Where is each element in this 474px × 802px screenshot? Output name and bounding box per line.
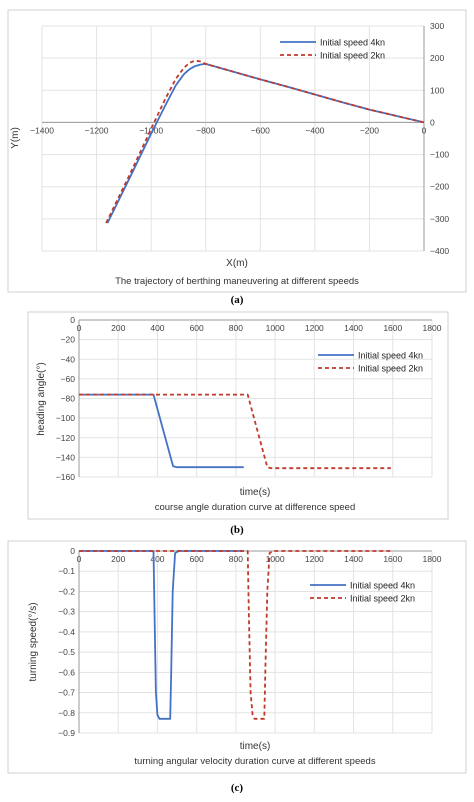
chart-c-x-tick-label: 0 [77, 554, 82, 564]
chart-a: −1400 −1200 −1000 −800 −600 −400 −200 0−400−300… [7, 9, 467, 293]
chart-b-y-tick-label: 0 [70, 315, 75, 325]
chart-b-legend-label-2: Initial speed 2kn [358, 364, 423, 374]
chart-c-x-tick-label: 1200 [305, 554, 324, 564]
chart-a-x-tick-label: −1000 [139, 125, 163, 135]
chart-b-x-tick-label: 1600 [383, 323, 402, 333]
chart-c-x-tick-label: 1800 [423, 554, 442, 564]
chart-c-x-axis-title: time(s) [240, 741, 271, 752]
chart-b-y-tick-label: −140 [56, 452, 75, 462]
chart-c-y-tick-label: −0.9 [58, 728, 75, 738]
chart-a-series-line-2 [105, 59, 425, 224]
chart-b-x-tick-label: 400 [150, 323, 164, 333]
chart-c-x-tick-label: 1400 [344, 554, 363, 564]
chart-c-caption: turning angular velocity duration curve … [134, 756, 375, 767]
chart-b-series-line-2 [79, 393, 391, 470]
chart-c: 0 200 400 600 800 1000 1200 1400 1600 1800 −0.9 −0.… [7, 540, 467, 774]
chart-c-y-tick-label: −0.1 [58, 566, 75, 576]
chart-b-x-tick-label: 1800 [423, 323, 442, 333]
chart-a-frame [7, 9, 467, 293]
chart-b-x-tick-label: 1200 [305, 323, 324, 333]
chart-b-x-tick-label: 1000 [266, 323, 285, 333]
chart-a-x-tick-label: 0 [422, 125, 427, 135]
chart-a-x-tick-label: −200 [360, 125, 379, 135]
chart-b-y-tick-label: −80 [61, 394, 76, 404]
chart-b-frame [27, 311, 449, 520]
panel-a: −1400 −1200 −1000 −800 −600 −400 −200 0 −400 −300… [0, 8, 474, 308]
chart-a-y-tick-label: 200 [430, 53, 444, 63]
chart-a-y-tick-label: 0 [430, 117, 435, 127]
chart-a-x-tick-label: −600 [251, 125, 270, 135]
chart-a-y-tick-label: −100 [430, 150, 449, 160]
chart-a-x-axis-title: X(m) [226, 258, 248, 269]
chart-a-legend-label-1: Initial speed 4kn [320, 38, 385, 48]
panel-b: 0 200 400 600 800 1000 1200 1400 1600 1800 −160 −14… [0, 311, 474, 537]
chart-c-x-tick-label: 800 [229, 554, 243, 564]
chart-a-x-tick-label: −400 [305, 125, 324, 135]
chart-b-x-tick-label: 800 [229, 323, 243, 333]
chart-a-y-tick-label: −400 [430, 246, 449, 256]
chart-c-y-tick-label: 0 [70, 546, 75, 556]
chart-a-y-tick-label: 300 [430, 21, 444, 31]
chart-c-frame [7, 540, 467, 774]
chart-a-legend-label-2: Initial speed 2kn [320, 51, 385, 61]
chart-c-x-tick-label: 1600 [383, 554, 402, 564]
chart-a-y-tick-label: −300 [430, 214, 449, 224]
chart-c-y-tick-label: −0.4 [58, 627, 75, 637]
chart-c-x-tick-label: 400 [150, 554, 164, 564]
chart-a-caption: The trajectory of berthing maneuvering a… [115, 276, 359, 287]
chart-c-x-tick-label: 1000 [266, 554, 285, 564]
chart-b-y-tick-label: −20 [61, 335, 76, 345]
chart-b-x-axis-title: time(s) [240, 487, 271, 498]
panel-c: 0 200 400 600 800 1000 1200 1400 1600 1800 −0.9 −0.… [0, 540, 474, 798]
chart-c-legend-label-1: Initial speed 4kn [350, 581, 415, 591]
panel-b-label: (b) [230, 524, 244, 536]
chart-c-y-axis-title: turning speed(°/s) [28, 602, 39, 681]
chart-c-x-tick-label: 200 [111, 554, 125, 564]
chart-a-x-tick-label: −1400 [30, 125, 54, 135]
chart-c-x-tick-label: 600 [190, 554, 204, 564]
chart-b-y-tick-label: −160 [56, 472, 75, 482]
chart-c-y-tick-label: −0.7 [58, 688, 75, 698]
chart-c-y-tick-label: −0.8 [58, 708, 75, 718]
chart-b-x-tick-label: 0 [77, 323, 82, 333]
panel-a-label: (a) [230, 294, 244, 306]
chart-b: 0 200 400 600 800 1000 1200 1400 1600 1800 −160 −14… [27, 311, 449, 520]
chart-a-y-tick-label: 100 [430, 85, 444, 95]
chart-b-x-tick-label: 1400 [344, 323, 363, 333]
chart-b-y-tick-label: −120 [56, 433, 75, 443]
chart-c-legend-label-2: Initial speed 2kn [350, 594, 415, 604]
chart-b-caption: course angle duration curve at differenc… [155, 502, 356, 513]
chart-a-x-tick-label: −800 [196, 125, 215, 135]
chart-b-legend-label-1: Initial speed 4kn [358, 351, 423, 361]
chart-a-y-axis-title: Y(m) [10, 127, 21, 149]
chart-c-y-tick-label: −0.2 [58, 586, 75, 596]
chart-c-series-line-2 [79, 550, 391, 720]
chart-b-y-tick-label: −60 [61, 374, 76, 384]
chart-c-series-line-1 [79, 550, 244, 720]
panel-c-label: (c) [230, 782, 244, 794]
chart-a-y-tick-label: −200 [430, 182, 449, 192]
chart-b-x-tick-label: 600 [190, 323, 204, 333]
chart-c-y-tick-label: −0.3 [58, 607, 75, 617]
chart-b-y-axis-title: heading angle(°) [36, 362, 47, 436]
chart-c-y-tick-label: −0.5 [58, 647, 75, 657]
chart-a-x-tick-label: −1200 [85, 125, 109, 135]
chart-b-y-tick-label: −40 [61, 354, 76, 364]
chart-c-y-tick-label: −0.6 [58, 667, 75, 677]
chart-b-y-tick-label: −100 [56, 413, 75, 423]
chart-b-x-tick-label: 200 [111, 323, 125, 333]
